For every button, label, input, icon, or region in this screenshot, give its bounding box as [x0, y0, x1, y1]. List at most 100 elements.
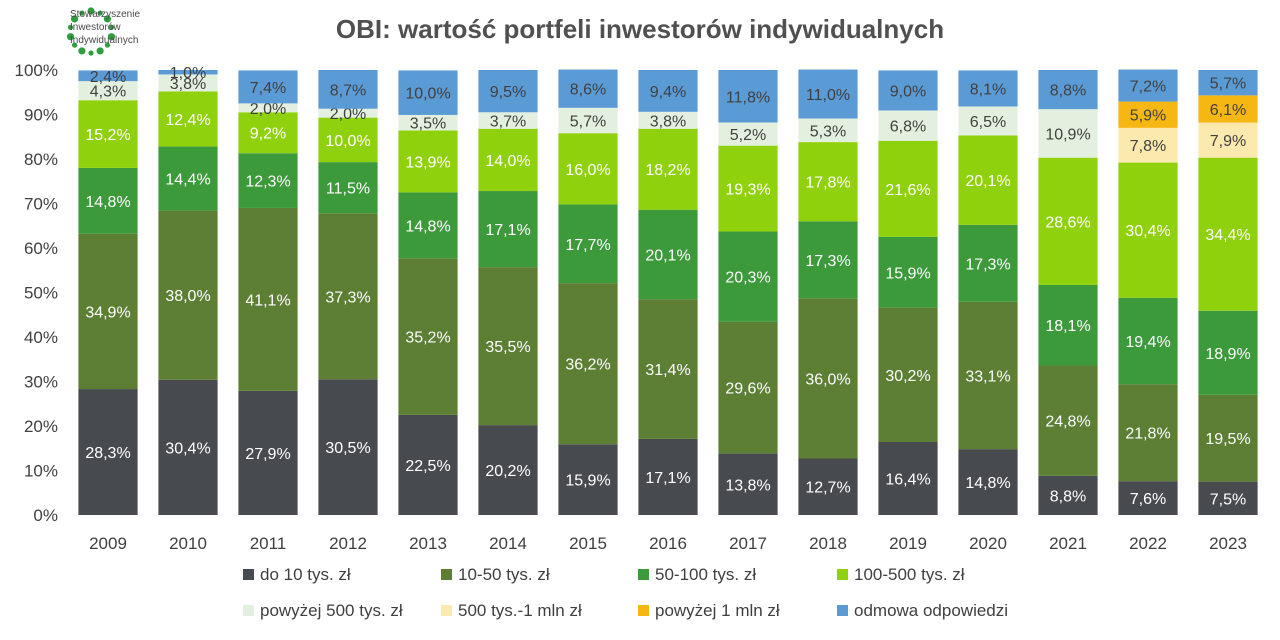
logo-dot: [96, 47, 104, 55]
logo-dot: [70, 15, 79, 23]
data-label: 15,9%: [565, 473, 610, 490]
data-label: 5,7%: [570, 114, 606, 131]
data-label: 2,0%: [330, 106, 366, 123]
bar-segment: [238, 207, 298, 391]
legend-label: 500 tys.-1 mln zł: [458, 601, 582, 620]
bar-segment: [638, 128, 698, 210]
chart-title: OBI: wartość portfeli inwestorów indywid…: [335, 14, 945, 44]
data-label: 16,0%: [565, 162, 610, 179]
data-label: 5,9%: [1130, 108, 1166, 125]
bar-segment: [798, 458, 858, 515]
bar-segment: [558, 204, 618, 284]
bar-segment: [1038, 157, 1098, 285]
logo-dot: [108, 24, 115, 30]
bar-segment: [798, 118, 858, 143]
data-label: 30,5%: [325, 440, 370, 457]
bar-segment: [878, 140, 938, 237]
bar-segment: [1118, 101, 1178, 128]
legend-label: 50-100 tys. zł: [655, 565, 756, 584]
data-label: 27,9%: [245, 446, 290, 463]
bar-segment: [158, 91, 218, 147]
y-tick-label: 40%: [24, 328, 58, 347]
data-label: 14,8%: [85, 194, 130, 211]
data-label: 18,2%: [645, 162, 690, 179]
data-label: 19,5%: [1205, 431, 1250, 448]
data-label: 15,2%: [85, 127, 130, 144]
data-label: 5,7%: [1210, 76, 1246, 93]
bar-segment: [238, 153, 298, 208]
bar-segment: [478, 425, 538, 515]
data-label: 3,8%: [650, 113, 686, 130]
x-tick-label: 2012: [329, 534, 367, 553]
logo-dot: [71, 42, 78, 48]
bar-segment: [958, 70, 1018, 107]
legend-swatch: [837, 569, 848, 580]
data-label: 8,8%: [1050, 488, 1086, 505]
data-label: 17,1%: [645, 470, 690, 487]
data-label: 7,6%: [1130, 491, 1166, 508]
legend-swatch: [441, 569, 452, 580]
data-label: 10,9%: [1045, 126, 1090, 143]
bar-segment: [718, 70, 778, 123]
data-label: 12,3%: [245, 174, 290, 191]
legend-swatch: [243, 569, 254, 580]
data-label: 31,4%: [645, 362, 690, 379]
data-label: 28,6%: [1045, 214, 1090, 231]
bar-segment: [1198, 481, 1258, 515]
bar-segment: [318, 379, 378, 515]
logo-dot: [97, 10, 103, 16]
x-tick-label: 2019: [889, 534, 927, 553]
bar-segment: [558, 69, 618, 108]
bar-segment: [238, 390, 298, 515]
y-tick-label: 30%: [24, 373, 58, 392]
bar-segment: [238, 112, 298, 154]
data-label: 7,9%: [1210, 133, 1246, 150]
data-label: 29,6%: [725, 381, 770, 398]
bar-segment: [398, 192, 458, 259]
bar-segment: [478, 70, 538, 113]
data-label: 22,5%: [405, 458, 450, 475]
bar-segment: [478, 191, 538, 268]
bar-segment: [158, 74, 218, 92]
bar-segment: [398, 70, 458, 115]
data-label: 20,3%: [725, 270, 770, 287]
data-label: 21,8%: [1125, 426, 1170, 443]
data-label: 7,4%: [250, 80, 286, 97]
bar-segment: [1198, 157, 1258, 311]
data-label: 10,0%: [325, 133, 370, 150]
x-tick-label: 2014: [489, 534, 527, 553]
bar-segment: [478, 128, 538, 192]
x-tick-label: 2009: [89, 534, 127, 553]
logo-line: Stowarzyszenie: [70, 9, 141, 20]
x-tick-label: 2022: [1129, 534, 1167, 553]
x-tick-label: 2017: [729, 534, 767, 553]
logo-dot: [79, 10, 85, 16]
bar-segment: [1198, 122, 1258, 158]
data-label: 36,0%: [805, 371, 850, 388]
bar-segment: [238, 103, 298, 113]
legend-label: powyżej 1 mln zł: [655, 601, 780, 620]
bar-segment: [1198, 70, 1258, 96]
legend-swatch: [837, 605, 848, 616]
data-label: 14,8%: [965, 475, 1010, 492]
data-label: 21,6%: [885, 182, 930, 199]
bar-segment: [958, 224, 1018, 302]
data-label: 17,7%: [565, 237, 610, 254]
logo-dot: [87, 7, 95, 15]
data-label: 2,0%: [250, 101, 286, 118]
data-label: 34,9%: [85, 304, 130, 321]
bar-segment: [318, 162, 378, 214]
y-tick-label: 10%: [24, 462, 58, 481]
x-tick-label: 2021: [1049, 534, 1087, 553]
bar-segment: [958, 106, 1018, 136]
data-label: 6,1%: [1210, 102, 1246, 119]
bar-segment: [158, 210, 218, 380]
bar-segment: [1118, 69, 1178, 102]
bar-segment: [878, 110, 938, 141]
bar-segment: [798, 298, 858, 459]
bar-segment: [318, 213, 378, 380]
data-label: 37,3%: [325, 289, 370, 306]
bar-segment: [1038, 70, 1098, 110]
y-tick-label: 100%: [15, 61, 58, 80]
